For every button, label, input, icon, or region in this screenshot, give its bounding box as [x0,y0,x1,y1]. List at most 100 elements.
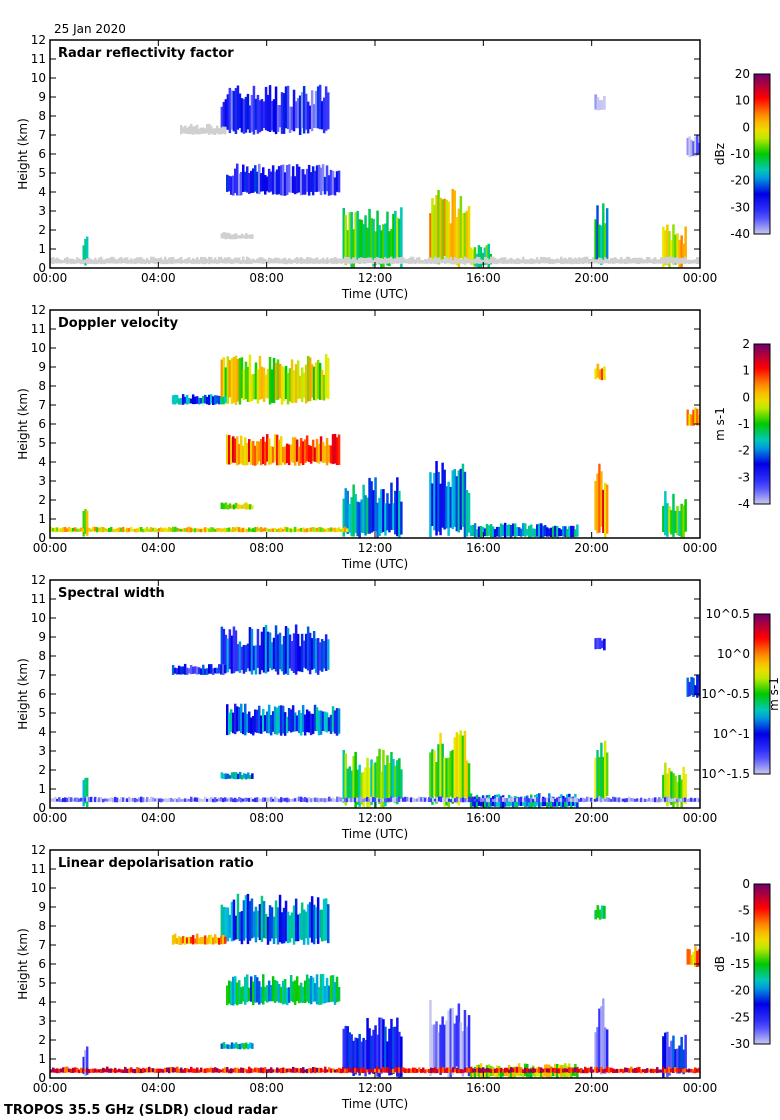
data-strip [98,797,101,803]
data-strip [249,775,252,780]
data-strip [218,797,221,802]
data-strip [317,710,321,736]
data-strip [666,773,669,807]
data-strip [297,528,301,532]
x-tick-label: 00:00 [33,541,68,555]
data-strip [300,257,303,264]
colorbar-tick-label: 10^0 [717,647,750,661]
data-strip [224,907,228,940]
data-strip [234,233,238,240]
data-strip [400,207,403,268]
data-strip [286,628,290,675]
data-strip [420,259,423,264]
data-strip [248,797,251,802]
data-strip [540,797,543,803]
data-strip [307,978,311,1004]
data-strip [490,1069,493,1073]
data-strip [178,1068,181,1073]
data-strip [335,976,339,1003]
data-strip [328,796,331,802]
data-strip [688,681,691,697]
data-strip [538,1069,541,1077]
data-strip [368,477,371,534]
data-strip [504,257,507,264]
data-strip [308,357,312,402]
data-strip [554,799,557,807]
data-strip [252,981,255,1005]
data-strip [268,85,272,132]
data-strip [172,257,175,264]
data-strip [404,1068,407,1073]
data-strip [437,471,440,532]
data-strip [82,245,85,264]
data-strip [570,525,573,538]
data-strip [337,527,341,532]
data-strip [50,527,53,532]
y-axis-label: Height (km) [16,118,30,189]
data-strip [319,167,323,196]
data-strip [628,1068,631,1073]
data-strip [388,231,391,267]
data-strip [100,1068,103,1073]
data-strip [118,527,121,532]
data-strip [112,797,115,803]
data-strip [322,640,326,669]
data-strip [244,259,247,264]
data-strip [437,744,440,800]
data-strip [378,258,381,264]
data-strip [324,86,328,131]
data-strip [236,163,239,196]
data-strip [354,751,357,808]
data-strip [304,633,308,669]
data-strip [473,247,477,267]
data-strip [68,258,71,264]
data-strip [526,259,529,264]
data-strip [670,771,673,805]
data-strip [424,259,427,264]
data-strip [566,1068,569,1073]
data-strip [694,259,697,264]
data-strip [512,796,515,802]
data-strip [472,796,475,802]
data-strip [62,1067,65,1073]
data-strip [410,256,413,264]
data-strip [366,797,369,802]
data-strip [188,126,191,135]
data-strip [224,527,227,533]
data-strip [360,257,363,264]
data-strip [334,256,337,264]
data-strip [594,368,598,380]
data-strip [250,259,253,264]
data-strip [208,664,211,674]
data-strip [234,438,237,463]
data-strip [308,797,311,802]
data-strip [104,798,107,802]
data-strip [56,257,59,264]
data-marks [50,84,701,268]
data-strip [632,798,635,802]
data-strip [226,985,229,1006]
data-strip [540,523,543,538]
data-strip [228,629,232,670]
data-strip [196,797,199,802]
data-strip [562,526,565,537]
data-marks [50,354,701,538]
data-strip [311,713,315,734]
data-strip [354,494,357,533]
data-strip [398,758,401,802]
data-strip [402,1067,405,1073]
data-strip [526,796,529,802]
data-strip [246,797,249,802]
colorbar-tick-label: -15 [730,957,750,971]
data-strip [404,796,407,802]
data-strip [352,798,355,802]
data-strip [364,215,367,261]
data-strip [455,476,459,532]
data-strip [72,258,75,264]
data-strip [244,703,247,736]
data-strip [274,362,278,401]
data-strip [289,176,293,193]
data-strip [374,1068,377,1073]
data-strip [280,912,284,944]
x-axis-label: Time (UTC) [341,1097,408,1111]
